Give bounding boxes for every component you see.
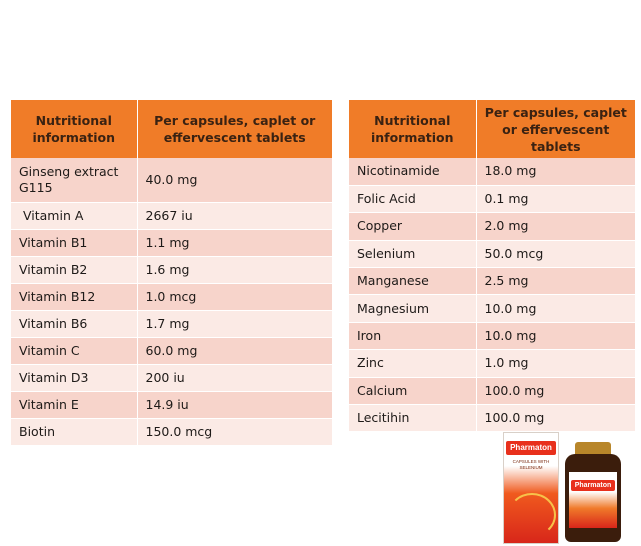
nutrient-amount: 150.0 mcg	[137, 418, 332, 446]
nutrient-name: Vitamin D3	[11, 364, 138, 392]
nutrient-name: Vitamin C	[11, 337, 138, 365]
table-row: Lecitihin 100.0 mg	[349, 404, 635, 433]
table-row: Vitamin B12 1.0 mcg	[11, 283, 332, 311]
nutrient-amount: 10.0 mg	[476, 322, 635, 351]
nutrient-name: Vitamin B12	[11, 283, 138, 311]
table-row: Zinc 1.0 mg	[349, 349, 635, 378]
column-header-amount: Per capsules, caplet or effervescent tab…	[476, 100, 635, 158]
table-row: Vitamin B1 1.1 mg	[11, 229, 332, 257]
table-row: Vitamin B6 1.7 mg	[11, 310, 332, 338]
nutrient-amount: 2.5 mg	[476, 267, 635, 296]
nutrient-name: Vitamin B2	[11, 256, 138, 284]
nutrient-name: Magnesium	[349, 294, 477, 323]
nutrition-table-right: Nutritional information Per capsules, ca…	[349, 100, 635, 433]
box-subtitle: CAPSULES WITH SELENIUM	[512, 459, 550, 470]
nutrient-name: Vitamin E	[11, 391, 138, 419]
table-row: Folic Acid 0.1 mg	[349, 185, 635, 214]
table-row: Magnesium 10.0 mg	[349, 294, 635, 323]
table-row: Nicotinamide 18.0 mg	[349, 158, 635, 186]
nutrient-name: Vitamin A	[11, 202, 138, 230]
nutrient-amount: 10.0 mg	[476, 294, 635, 323]
column-header-nutrient: Nutritional information	[349, 100, 477, 158]
nutrient-amount: 100.0 mg	[476, 404, 635, 433]
product-box: Pharmaton CAPSULES WITH SELENIUM	[503, 432, 559, 544]
nutrient-amount: 1.6 mg	[137, 256, 332, 284]
nutrient-amount: 18.0 mg	[476, 158, 635, 186]
nutrient-amount: 40.0 mg	[137, 158, 332, 203]
nutrient-amount: 200 iu	[137, 364, 332, 392]
box-brand-logo: Pharmaton	[506, 441, 556, 455]
nutrient-name: Copper	[349, 212, 477, 241]
nutrient-name: Ginseng extract G115	[11, 158, 138, 203]
table-row: Vitamin A 2667 iu	[11, 202, 332, 230]
table-row: Selenium 50.0 mcg	[349, 240, 635, 269]
swoosh-graphic	[508, 493, 556, 537]
nutrient-name: Calcium	[349, 377, 477, 406]
table-row: Biotin 150.0 mcg	[11, 418, 332, 446]
jar-brand-logo: Pharmaton	[571, 480, 615, 491]
nutrient-amount: 14.9 iu	[137, 391, 332, 419]
nutrient-name: Selenium	[349, 240, 477, 269]
nutrient-amount: 1.1 mg	[137, 229, 332, 257]
nutrient-amount: 2.0 mg	[476, 212, 635, 241]
column-header-nutrient: Nutritional information	[11, 100, 138, 158]
nutrient-name: Nicotinamide	[349, 158, 477, 186]
table-row: Calcium 100.0 mg	[349, 377, 635, 406]
nutrient-amount: 50.0 mcg	[476, 240, 635, 269]
table-row: Ginseng extract G115 40.0 mg	[11, 158, 332, 203]
nutrient-amount: 0.1 mg	[476, 185, 635, 214]
table-row: Iron 10.0 mg	[349, 322, 635, 351]
nutrient-name: Zinc	[349, 349, 477, 378]
nutrient-name: Folic Acid	[349, 185, 477, 214]
nutrient-name: Iron	[349, 322, 477, 351]
nutrition-table-left: Nutritional information Per capsules, ca…	[11, 100, 332, 446]
table-header-row: Nutritional information Per capsules, ca…	[349, 100, 635, 158]
product-image: Pharmaton CAPSULES WITH SELENIUM Pharmat…	[495, 428, 635, 544]
table-row: Vitamin E 14.9 iu	[11, 391, 332, 419]
nutrient-name: Vitamin B1	[11, 229, 138, 257]
nutrient-name: Vitamin B6	[11, 310, 138, 338]
nutrient-amount: 1.7 mg	[137, 310, 332, 338]
product-jar: Pharmaton	[565, 442, 621, 542]
column-header-amount: Per capsules, caplet or effervescent tab…	[137, 100, 332, 158]
table-row: Manganese 2.5 mg	[349, 267, 635, 296]
table-row: Vitamin D3 200 iu	[11, 364, 332, 392]
jar-cap	[575, 442, 611, 454]
nutrient-amount: 60.0 mg	[137, 337, 332, 365]
nutrient-amount: 2667 iu	[137, 202, 332, 230]
nutrient-amount: 100.0 mg	[476, 377, 635, 406]
nutrient-amount: 1.0 mg	[476, 349, 635, 378]
nutrient-name: Manganese	[349, 267, 477, 296]
nutrient-name: Lecitihin	[349, 404, 477, 433]
nutrient-name: Biotin	[11, 418, 138, 446]
table-row: Vitamin B2 1.6 mg	[11, 256, 332, 284]
nutrient-amount: 1.0 mcg	[137, 283, 332, 311]
table-row: Copper 2.0 mg	[349, 212, 635, 241]
table-header-row: Nutritional information Per capsules, ca…	[11, 100, 332, 158]
table-row: Vitamin C 60.0 mg	[11, 337, 332, 365]
